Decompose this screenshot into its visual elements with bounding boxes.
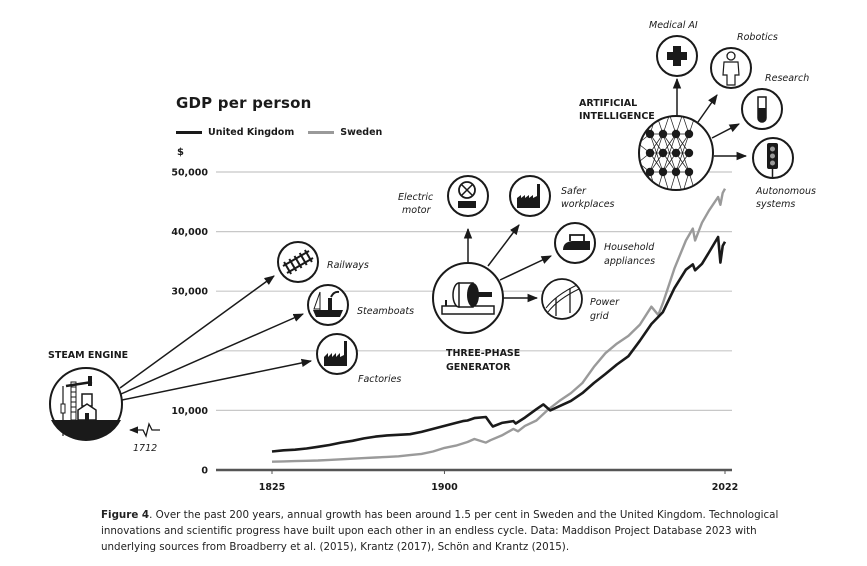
legend-label-sweden: Sweden	[340, 127, 383, 138]
x-tick-label: 1825	[259, 482, 285, 493]
figure-number: Figure 4	[101, 509, 150, 521]
medical-ai-label: Medical AI	[649, 20, 698, 31]
legend-swatch-uk	[176, 131, 202, 134]
railways-label: Railways	[327, 260, 369, 271]
three-phase-label-line2: GENERATOR	[446, 362, 511, 373]
household-appliances-label-line2: appliances	[604, 256, 655, 267]
autonomous-systems-label-line2: systems	[756, 199, 795, 210]
arrow-to-research	[711, 123, 740, 139]
nn-node	[658, 148, 668, 158]
arrow-to-factories	[121, 358, 313, 401]
steamboats-icon	[307, 284, 349, 326]
ai-label-line1: ARTIFICIAL	[579, 98, 637, 109]
autonomous-systems-label-line1: Autonomous	[755, 186, 816, 197]
caption-text: . Over the past 200 years, annual growth…	[101, 509, 779, 553]
ai-annotation: ARTIFICIAL INTELLIGENCE Medical AI R	[579, 20, 816, 210]
autonomous-systems-icon	[752, 137, 794, 179]
nn-node	[645, 148, 655, 158]
y-tick-label: 50,000	[171, 168, 208, 179]
legend-item-uk: United Kingdom	[176, 127, 294, 138]
x-tick-label: 1900	[431, 482, 458, 493]
y-axis-ticks: 0 10,000 30,000 40,000 50,000	[171, 168, 208, 477]
safer-workplaces-label-line1: Safer	[561, 186, 587, 197]
three-phase-annotation: THREE-PHASE GENERATOR Electric motor Saf…	[398, 175, 655, 373]
neural-network-icon	[638, 115, 714, 191]
research-label: Research	[765, 73, 809, 84]
arrow-to-household-appliances	[499, 255, 552, 281]
arrow-to-steamboats	[120, 313, 304, 395]
electric-motor-icon	[447, 175, 489, 217]
nn-node	[645, 167, 655, 177]
nn-node	[671, 148, 681, 158]
steam-engine-icon	[49, 367, 123, 441]
y-tick-label: 10,000	[171, 406, 208, 417]
generator-icon	[432, 262, 504, 334]
year-1712-marker: 1712	[129, 422, 160, 454]
factories-icon	[316, 333, 358, 375]
robotics-label: Robotics	[737, 32, 778, 43]
power-grid-label-line1: Power	[590, 297, 620, 308]
household-appliances-icon	[554, 222, 596, 264]
arrow-to-safer-workplaces	[487, 224, 520, 267]
research-icon	[741, 88, 783, 130]
x-tick-label: 2022	[712, 482, 738, 493]
legend-swatch-sweden	[308, 131, 335, 134]
medical-ai-icon	[656, 35, 698, 77]
steam-engine-annotation: STEAM ENGINE 1712	[48, 241, 414, 454]
x-axis-ticks: 1825 1900 2022	[259, 470, 738, 493]
ai-label-line2: INTELLIGENCE	[579, 111, 655, 122]
robotics-icon	[710, 47, 752, 89]
legend-label-uk: United Kingdom	[208, 127, 295, 138]
safer-workplaces-icon	[509, 175, 551, 217]
nn-node	[684, 129, 694, 139]
series-line-united-kingdom	[271, 235, 727, 453]
y-tick-label: 40,000	[171, 227, 208, 238]
nn-node	[658, 129, 668, 139]
nn-node	[671, 129, 681, 139]
factories-label: Factories	[358, 374, 401, 385]
arrow-to-robotics	[697, 94, 718, 123]
nn-node	[684, 148, 694, 158]
safer-workplaces-label-line2: workplaces	[561, 199, 615, 210]
electric-motor-label-line1: Electric	[398, 192, 434, 203]
arrow-to-railways	[119, 275, 275, 389]
y-tick-label: 0	[201, 466, 208, 477]
gridlines	[216, 171, 732, 472]
series-line-sweden	[271, 188, 727, 463]
legend-item-sweden: Sweden	[308, 127, 382, 138]
steam-engine-label: STEAM ENGINE	[48, 350, 128, 361]
nn-node	[645, 129, 655, 139]
three-phase-label-line1: THREE-PHASE	[446, 348, 520, 359]
household-appliances-label-line1: Household	[604, 242, 655, 253]
railways-icon	[277, 241, 319, 283]
y-axis-unit: $	[177, 147, 184, 158]
power-grid-icon	[541, 278, 583, 320]
nn-node	[658, 167, 668, 177]
chart-title: GDP per person	[176, 94, 312, 112]
legend: United Kingdom Sweden	[176, 127, 390, 138]
year-1712-label: 1712	[133, 443, 157, 454]
y-tick-label: 30,000	[171, 287, 208, 298]
figure-caption: Figure 4. Over the past 200 years, annua…	[101, 507, 801, 555]
nn-node	[684, 167, 694, 177]
electric-motor-label-line2: motor	[402, 205, 432, 216]
steamboats-label: Steamboats	[357, 306, 414, 317]
series-lines	[271, 188, 727, 463]
power-grid-label-line2: grid	[590, 311, 610, 322]
nn-node	[671, 167, 681, 177]
